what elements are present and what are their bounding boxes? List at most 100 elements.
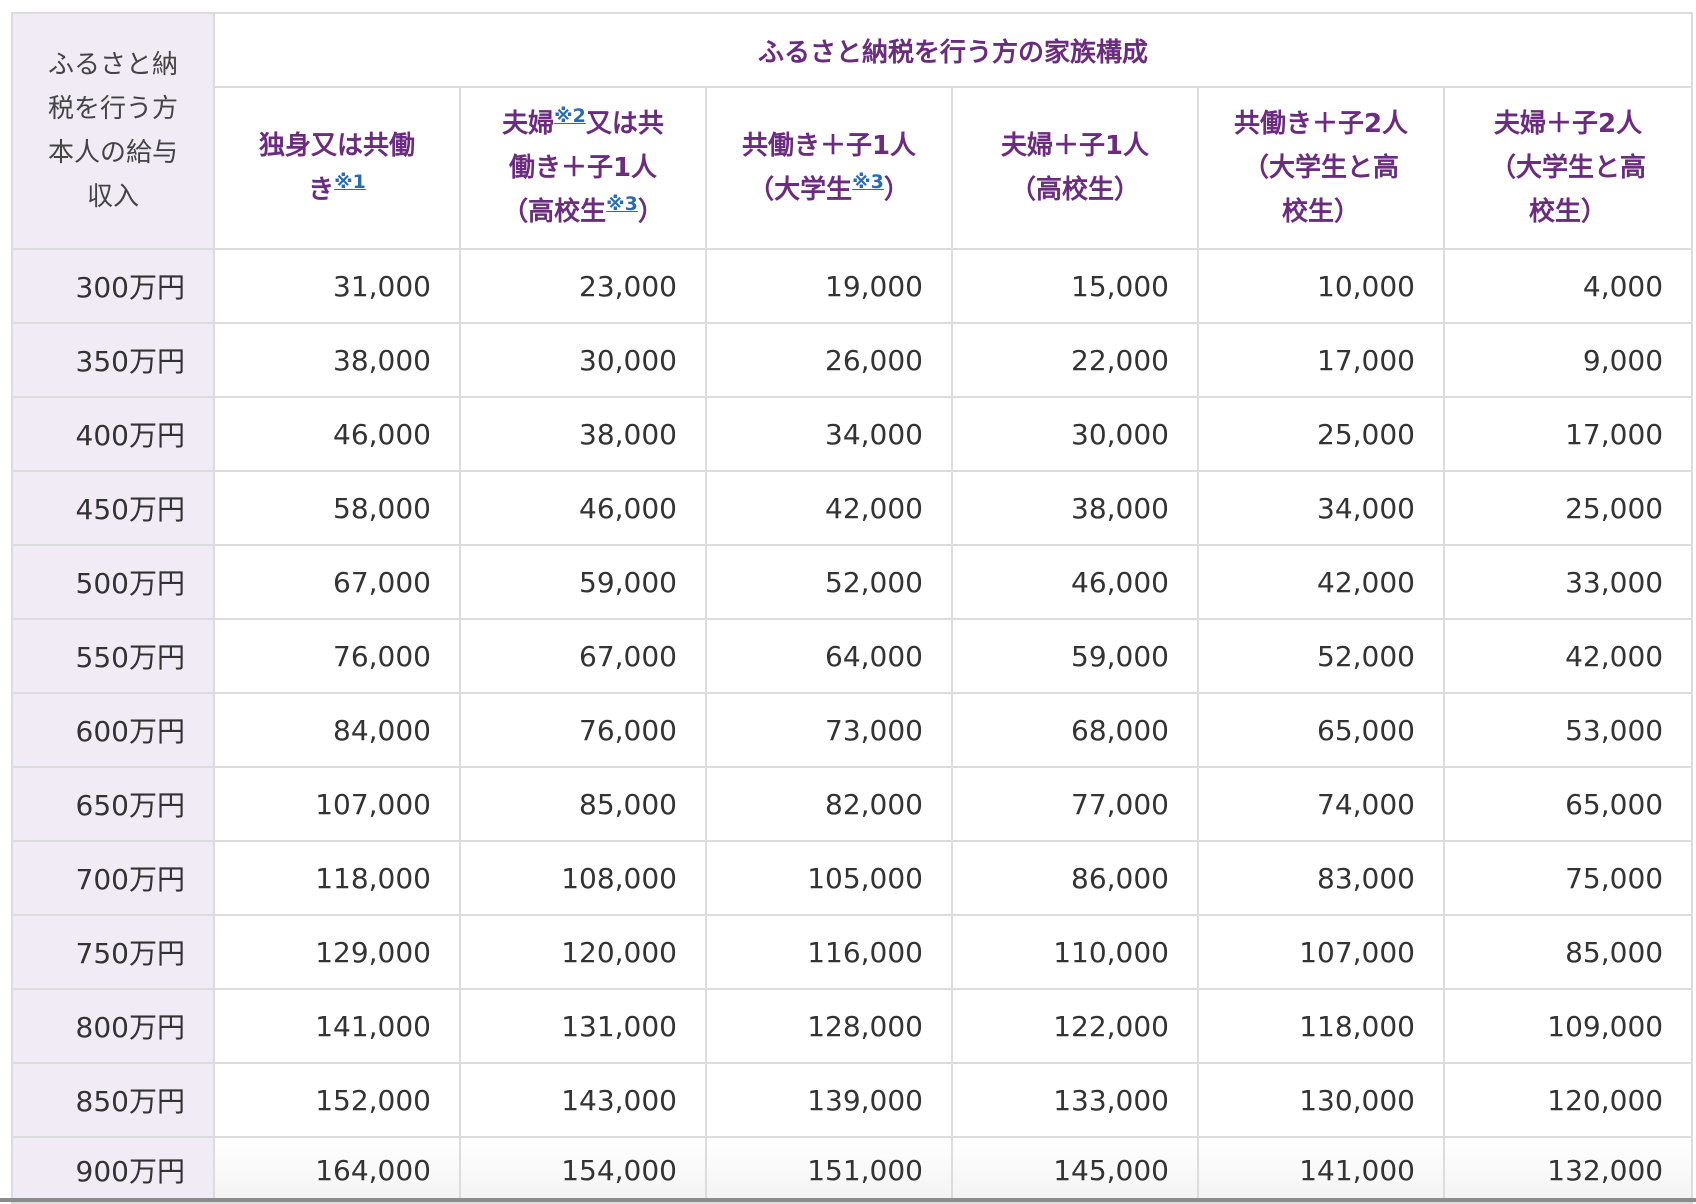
column-header-text: ） [637, 197, 664, 227]
income-cell: 900万円 [11, 1136, 215, 1204]
income-cell: 300万円 [11, 248, 215, 324]
limit-value-cell: 22,000 [951, 322, 1199, 398]
column-header-text: 共働き＋子1人 [741, 131, 917, 161]
table-row: 550万円 76,000 67,000 64,000 59,000 52,000 42,00… [11, 618, 1694, 694]
limit-value-cell: 30,000 [951, 396, 1199, 472]
family-composition-header: ふるさと納税を行う方の家族構成 [212, 12, 1694, 88]
limit-value-cell: 33,000 [1442, 544, 1694, 620]
limit-value-cell: 46,000 [213, 396, 461, 472]
limit-value-cell: 109,000 [1442, 988, 1694, 1064]
limit-value-cell: 68,000 [951, 692, 1199, 768]
column-header-text: 夫婦＋子1人 [1000, 131, 1150, 161]
limit-value-cell: 77,000 [951, 766, 1199, 842]
limit-value-cell: 38,000 [459, 396, 707, 472]
column-header-text: 又は共 [585, 109, 664, 139]
limit-value-cell: 26,000 [705, 322, 953, 398]
table-row: 600万円 84,000 76,000 73,000 68,000 65,000 53,00… [11, 692, 1694, 768]
table-row: 750万円 129,000 120,000 116,000 110,000 107,000… [11, 914, 1694, 990]
limit-value-cell: 122,000 [951, 988, 1199, 1064]
limit-value-cell: 139,000 [705, 1062, 953, 1138]
header-row-columns: 独身又は共働 き※1 夫婦※2又は共 働き＋子1人 （高校生※3） 共働き＋子1人 （大学生… [12, 86, 1694, 250]
limit-value-cell: 85,000 [1442, 914, 1694, 990]
limit-value-cell: 130,000 [1197, 1062, 1445, 1138]
limit-value-cell: 154,000 [459, 1136, 707, 1204]
limit-value-cell: 131,000 [459, 988, 707, 1064]
limit-value-cell: 59,000 [951, 618, 1199, 694]
table-row: 700万円 118,000 108,000 105,000 86,000 83,000 75… [11, 840, 1694, 916]
income-header: ふるさと納 税を行う方 本人の給与 収入 [11, 12, 215, 250]
limit-value-cell: 38,000 [951, 470, 1199, 546]
limit-value-cell: 152,000 [213, 1062, 461, 1138]
column-header-text: 夫婦＋子2人 [1493, 109, 1643, 139]
column-header-text: 働き＋子1人 [508, 153, 658, 183]
limit-value-cell: 128,000 [705, 988, 953, 1064]
limit-value-cell: 30,000 [459, 322, 707, 398]
column-header: 共働き＋子2人 （大学生と高 校生） [1197, 86, 1445, 250]
limit-value-cell: 25,000 [1442, 470, 1694, 546]
income-cell: 450万円 [11, 470, 215, 546]
column-header: 夫婦＋子1人 （高校生） [951, 86, 1199, 250]
limit-value-cell: 82,000 [705, 766, 953, 842]
income-cell: 350万円 [11, 322, 215, 398]
table-row: 500万円 67,000 59,000 52,000 46,000 42,000 33,00… [11, 544, 1694, 620]
column-header-text: （大学生 [748, 175, 853, 205]
table-row: 450万円 58,000 46,000 42,000 38,000 34,000 25,00… [11, 470, 1694, 546]
income-header-line: ふるさと納 [47, 50, 178, 80]
income-cell: 750万円 [11, 914, 215, 990]
limit-value-cell: 15,000 [951, 248, 1199, 324]
limit-value-cell: 143,000 [459, 1062, 707, 1138]
income-cell: 850万円 [11, 1062, 215, 1138]
limit-value-cell: 151,000 [705, 1136, 953, 1204]
limit-value-cell: 132,000 [1442, 1136, 1694, 1204]
column-header-text: （高校生） [1009, 175, 1140, 205]
table-row: 650万円 107,000 85,000 82,000 77,000 74,000 65,0… [11, 766, 1694, 842]
limit-value-cell: 58,000 [213, 470, 461, 546]
income-cell: 600万円 [11, 692, 215, 768]
limit-value-cell: 133,000 [951, 1062, 1199, 1138]
limit-value-cell: 34,000 [705, 396, 953, 472]
income-cell: 550万円 [11, 618, 215, 694]
limit-value-cell: 120,000 [1442, 1062, 1694, 1138]
limit-value-cell: 118,000 [1197, 988, 1445, 1064]
limit-value-cell: 64,000 [705, 618, 953, 694]
limit-value-cell: 42,000 [705, 470, 953, 546]
limit-value-cell: 53,000 [1442, 692, 1694, 768]
column-header: 共働き＋子1人 （大学生※3） [705, 86, 953, 250]
column-header-text: 夫婦 [502, 109, 555, 139]
column-header-text: （高校生 [502, 197, 607, 227]
limit-value-cell: 17,000 [1442, 396, 1694, 472]
table-body: 300万円 31,000 23,000 19,000 15,000 10,000 4,000… [11, 248, 1694, 1204]
footnote-link[interactable]: ※3 [852, 171, 884, 193]
column-header-text: ） [883, 175, 910, 205]
footnote-link[interactable]: ※2 [554, 105, 586, 127]
limit-value-cell: 86,000 [951, 840, 1199, 916]
table-row: 900万円 164,000 154,000 151,000 145,000 141,000… [11, 1136, 1694, 1204]
limit-value-cell: 75,000 [1442, 840, 1694, 916]
limit-value-cell: 141,000 [213, 988, 461, 1064]
tax-limit-table: ふるさと納 税を行う方 本人の給与 収入 ふるさと納税を行う方の家族構成 独身又は共働… [11, 12, 1694, 1204]
footnote-link[interactable]: ※3 [606, 193, 638, 215]
limit-value-cell: 108,000 [459, 840, 707, 916]
limit-value-cell: 145,000 [951, 1136, 1199, 1204]
limit-value-cell: 107,000 [213, 766, 461, 842]
limit-value-cell: 85,000 [459, 766, 707, 842]
limit-value-cell: 34,000 [1197, 470, 1445, 546]
limit-value-cell: 23,000 [459, 248, 707, 324]
header-row-group: ふるさと納 税を行う方 本人の給与 収入 ふるさと納税を行う方の家族構成 [11, 12, 1694, 250]
income-header-line: 本人の給与 [47, 138, 178, 168]
footnote-link[interactable]: ※1 [334, 171, 366, 193]
income-cell: 400万円 [11, 396, 215, 472]
limit-value-cell: 65,000 [1197, 692, 1445, 768]
column-header-text: （大学生と高 [1242, 153, 1399, 183]
limit-value-cell: 59,000 [459, 544, 707, 620]
limit-value-cell: 46,000 [459, 470, 707, 546]
limit-value-cell: 42,000 [1442, 618, 1694, 694]
limit-value-cell: 116,000 [705, 914, 953, 990]
income-cell: 800万円 [11, 988, 215, 1064]
limit-value-cell: 73,000 [705, 692, 953, 768]
limit-value-cell: 107,000 [1197, 914, 1445, 990]
limit-value-cell: 76,000 [213, 618, 461, 694]
limit-value-cell: 4,000 [1442, 248, 1694, 324]
table-row: 350万円 38,000 30,000 26,000 22,000 17,000 9,000 [11, 322, 1694, 398]
limit-value-cell: 129,000 [213, 914, 461, 990]
